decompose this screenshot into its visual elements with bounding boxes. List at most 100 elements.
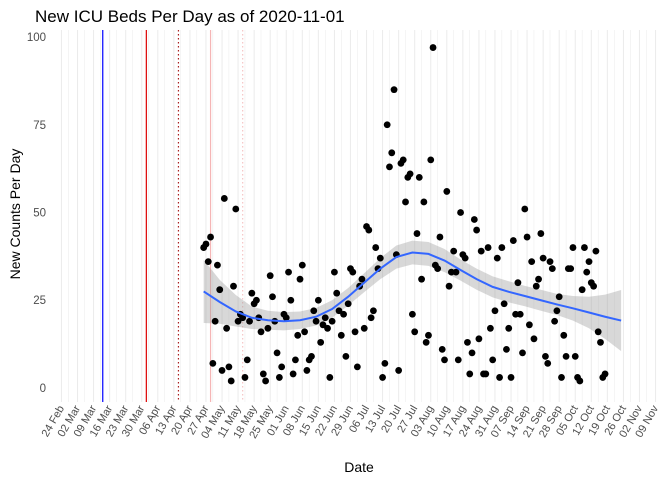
data-point — [246, 317, 253, 325]
data-point — [406, 170, 414, 178]
data-point — [358, 275, 366, 283]
data-point — [450, 247, 458, 255]
data-point — [546, 258, 554, 266]
data-point — [443, 188, 451, 195]
data-point — [581, 244, 588, 251]
data-point — [530, 335, 538, 343]
data-point — [381, 359, 389, 367]
data-point — [209, 359, 217, 367]
data-point — [227, 377, 235, 385]
data-point — [365, 226, 373, 234]
data-point — [507, 374, 515, 381]
data-point — [532, 282, 540, 290]
data-point — [567, 265, 575, 273]
data-point — [376, 254, 384, 262]
data-point — [551, 317, 559, 325]
data-point — [441, 356, 448, 364]
data-point — [317, 338, 325, 346]
smooth-trend — [203, 251, 622, 323]
data-point — [395, 367, 403, 374]
smooth-line — [203, 251, 622, 323]
data-point — [503, 345, 510, 353]
data-point — [466, 370, 474, 378]
data-point — [429, 44, 437, 51]
data-point — [436, 233, 444, 241]
data-point — [301, 328, 308, 336]
data-point — [353, 363, 361, 371]
data-point — [202, 240, 210, 248]
data-point — [434, 265, 442, 273]
grid — [60, 30, 657, 402]
data-point — [266, 272, 274, 280]
data-point — [310, 307, 318, 315]
data-point — [383, 121, 391, 129]
data-point — [484, 244, 492, 251]
data-point — [482, 370, 490, 378]
data-point — [223, 324, 231, 332]
y-tick-label: 100 — [27, 32, 46, 44]
data-point — [402, 198, 409, 206]
data-point — [493, 254, 501, 262]
data-point — [285, 268, 292, 276]
data-point — [509, 237, 517, 244]
data-point — [418, 275, 425, 283]
y-tick-label: 0 — [40, 383, 46, 395]
x-axis-title: Date — [344, 459, 374, 475]
data-point — [438, 345, 446, 353]
data-point — [349, 268, 357, 276]
data-point — [411, 328, 419, 336]
data-point — [420, 198, 428, 206]
data-point — [477, 247, 485, 255]
data-point — [496, 374, 503, 381]
data-point — [303, 367, 311, 374]
data-point — [454, 356, 462, 364]
data-point — [282, 314, 290, 322]
data-point — [592, 247, 600, 255]
y-tick-label: 50 — [33, 207, 46, 219]
data-point — [314, 296, 322, 304]
data-point — [232, 205, 240, 213]
data-point — [214, 261, 221, 269]
data-point — [535, 275, 542, 283]
data-point — [294, 331, 302, 339]
y-tick-label: 25 — [33, 295, 46, 307]
data-point — [234, 317, 242, 325]
data-point — [597, 338, 604, 346]
data-point — [498, 244, 506, 251]
data-point — [328, 317, 336, 325]
data-point — [239, 314, 247, 322]
data-point — [367, 314, 375, 322]
data-point — [370, 307, 377, 315]
data-point — [523, 233, 531, 241]
data-point — [585, 258, 593, 266]
data-point — [491, 307, 499, 315]
data-point — [289, 370, 297, 378]
data-point — [308, 352, 315, 360]
data-point — [452, 268, 460, 276]
data-point — [594, 328, 602, 336]
data-point — [218, 367, 226, 374]
data-point — [553, 307, 561, 315]
data-point — [216, 286, 224, 294]
data-point — [278, 363, 286, 371]
data-point — [516, 310, 524, 318]
data-point — [415, 173, 423, 181]
data-point — [576, 377, 584, 385]
data-point — [525, 321, 533, 329]
data-point — [422, 338, 430, 346]
data-point — [319, 321, 327, 329]
data-point — [457, 209, 464, 216]
data-point — [427, 156, 435, 164]
data-point — [324, 324, 331, 332]
data-point — [590, 282, 598, 290]
data-point — [220, 195, 228, 202]
data-points — [200, 44, 609, 385]
data-point — [542, 352, 549, 360]
data-point — [253, 296, 260, 304]
data-point — [486, 324, 494, 332]
chart-title: New ICU Beds Per Day as of 2020-11-01 — [35, 7, 345, 26]
data-point — [521, 205, 529, 213]
data-point — [461, 254, 469, 262]
